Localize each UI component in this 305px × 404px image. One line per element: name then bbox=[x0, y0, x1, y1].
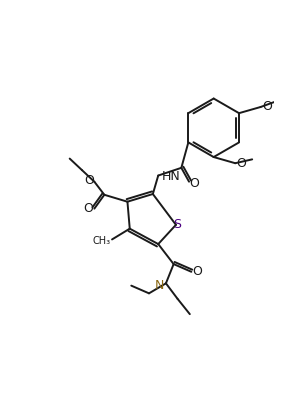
Text: O: O bbox=[192, 265, 202, 278]
Text: N: N bbox=[155, 279, 164, 292]
Text: O: O bbox=[83, 202, 93, 215]
Text: O: O bbox=[84, 174, 94, 187]
Text: HN: HN bbox=[162, 170, 181, 183]
Text: O: O bbox=[236, 157, 246, 170]
Text: S: S bbox=[173, 218, 181, 231]
Text: O: O bbox=[189, 177, 199, 190]
Text: O: O bbox=[262, 101, 272, 114]
Text: CH₃: CH₃ bbox=[92, 236, 110, 246]
